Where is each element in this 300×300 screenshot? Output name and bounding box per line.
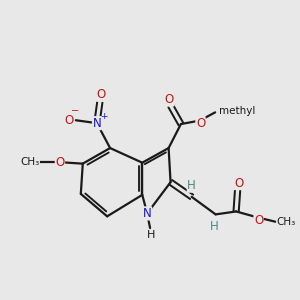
Text: H: H [187,179,196,192]
Text: O: O [196,117,205,130]
Text: O: O [234,177,244,190]
Text: methyl: methyl [219,106,255,116]
Text: N: N [92,117,101,130]
Text: +: + [100,112,107,121]
Text: −: − [71,106,79,116]
Text: N: N [143,207,152,220]
Text: methyl: methyl [34,162,39,163]
Text: O: O [55,156,64,169]
Text: methyl: methyl [224,108,229,110]
Text: O: O [165,93,174,106]
Text: O: O [64,114,73,127]
Text: CH₃: CH₃ [277,217,296,227]
Text: O: O [97,88,106,101]
Text: CH₃: CH₃ [20,157,39,167]
Text: O: O [254,214,263,227]
Text: methyl: methyl [29,161,34,162]
Text: H: H [146,230,155,240]
Text: H: H [210,220,218,232]
